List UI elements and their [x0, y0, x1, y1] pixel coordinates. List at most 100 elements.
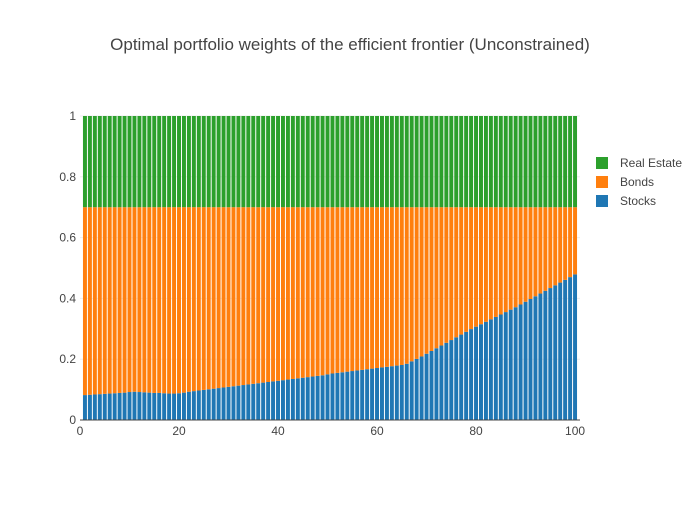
bar-stocks[interactable] — [523, 301, 528, 420]
bar-stocks[interactable] — [345, 371, 350, 420]
bar-bonds[interactable] — [573, 207, 578, 275]
bar-bonds[interactable] — [196, 207, 201, 391]
bar-bonds[interactable] — [375, 207, 380, 369]
bar-bonds[interactable] — [365, 207, 370, 370]
bar-real-estate[interactable] — [261, 116, 266, 208]
bar-stocks[interactable] — [256, 383, 261, 420]
bar-bonds[interactable] — [543, 207, 548, 291]
bar-real-estate[interactable] — [360, 116, 365, 208]
bar-real-estate[interactable] — [82, 116, 87, 208]
bar-real-estate[interactable] — [498, 116, 503, 208]
bar-bonds[interactable] — [315, 207, 320, 376]
bar-stocks[interactable] — [201, 389, 206, 420]
legend[interactable]: Real Estate Bonds Stocks — [596, 156, 682, 208]
bar-real-estate[interactable] — [305, 116, 310, 208]
bar-real-estate[interactable] — [290, 116, 295, 208]
bar-real-estate[interactable] — [483, 116, 488, 208]
bar-stocks[interactable] — [241, 385, 246, 420]
bar-bonds[interactable] — [280, 207, 285, 381]
bar-real-estate[interactable] — [221, 116, 226, 208]
bar-bonds[interactable] — [503, 207, 508, 313]
bar-real-estate[interactable] — [236, 116, 241, 208]
bar-stocks[interactable] — [404, 363, 409, 420]
bar-stocks[interactable] — [449, 340, 454, 420]
bar-bonds[interactable] — [216, 207, 221, 389]
legend-swatch-stocks[interactable] — [596, 195, 608, 207]
bar-real-estate[interactable] — [449, 116, 454, 208]
legend-label-real-estate[interactable]: Real Estate — [620, 156, 682, 170]
bar-real-estate[interactable] — [375, 116, 380, 208]
bar-real-estate[interactable] — [365, 116, 370, 208]
bar-bonds[interactable] — [538, 207, 543, 294]
bar-stocks[interactable] — [350, 371, 355, 420]
bar-stocks[interactable] — [414, 358, 419, 420]
bar-real-estate[interactable] — [394, 116, 399, 208]
bar-bonds[interactable] — [181, 207, 186, 393]
bar-stocks[interactable] — [538, 293, 543, 420]
bar-stocks[interactable] — [236, 385, 241, 420]
bar-stocks[interactable] — [474, 326, 479, 420]
bar-real-estate[interactable] — [345, 116, 350, 208]
bar-stocks[interactable] — [479, 324, 483, 420]
bar-real-estate[interactable] — [295, 116, 300, 208]
bar-bonds[interactable] — [320, 207, 325, 376]
bar-real-estate[interactable] — [454, 116, 459, 208]
bar-bonds[interactable] — [563, 207, 568, 280]
bar-bonds[interactable] — [394, 207, 399, 366]
bar-stocks[interactable] — [508, 309, 513, 420]
bar-bonds[interactable] — [82, 207, 87, 396]
bar-bonds[interactable] — [345, 207, 350, 372]
bars[interactable] — [82, 116, 578, 420]
bar-real-estate[interactable] — [335, 116, 340, 208]
bar-bonds[interactable] — [548, 207, 553, 289]
bar-bonds[interactable] — [290, 207, 295, 379]
bar-stocks[interactable] — [246, 384, 251, 420]
bar-bonds[interactable] — [231, 207, 236, 387]
bar-bonds[interactable] — [409, 207, 414, 362]
bar-bonds[interactable] — [533, 207, 538, 297]
bar-bonds[interactable] — [177, 207, 181, 394]
bar-stocks[interactable] — [305, 377, 310, 420]
bar-stocks[interactable] — [271, 381, 276, 420]
bar-bonds[interactable] — [508, 207, 513, 310]
bar-bonds[interactable] — [295, 207, 300, 379]
bar-real-estate[interactable] — [231, 116, 236, 208]
bar-stocks[interactable] — [97, 394, 102, 420]
bar-bonds[interactable] — [261, 207, 266, 383]
bar-real-estate[interactable] — [320, 116, 325, 208]
bar-stocks[interactable] — [419, 356, 424, 420]
bar-stocks[interactable] — [394, 365, 399, 420]
bar-bonds[interactable] — [201, 207, 206, 390]
bar-stocks[interactable] — [226, 386, 231, 420]
bar-real-estate[interactable] — [256, 116, 261, 208]
bar-stocks[interactable] — [181, 392, 186, 420]
bar-real-estate[interactable] — [523, 116, 528, 208]
bar-bonds[interactable] — [414, 207, 419, 359]
bar-bonds[interactable] — [360, 207, 365, 370]
bar-stocks[interactable] — [389, 366, 394, 420]
bar-bonds[interactable] — [305, 207, 310, 378]
bar-real-estate[interactable] — [97, 116, 102, 208]
bar-real-estate[interactable] — [384, 116, 389, 208]
bar-bonds[interactable] — [518, 207, 523, 305]
bar-bonds[interactable] — [142, 207, 147, 393]
bar-real-estate[interactable] — [399, 116, 404, 208]
bar-stocks[interactable] — [92, 394, 97, 420]
bar-stocks[interactable] — [568, 277, 573, 420]
bar-stocks[interactable] — [365, 369, 370, 420]
bar-real-estate[interactable] — [325, 116, 330, 208]
bar-real-estate[interactable] — [355, 116, 360, 208]
bar-stocks[interactable] — [132, 391, 137, 420]
bar-real-estate[interactable] — [538, 116, 543, 208]
bar-stocks[interactable] — [315, 375, 320, 420]
bar-real-estate[interactable] — [132, 116, 137, 208]
bar-real-estate[interactable] — [162, 116, 167, 208]
bar-bonds[interactable] — [162, 207, 167, 394]
bar-stocks[interactable] — [543, 290, 548, 420]
bar-real-estate[interactable] — [147, 116, 152, 208]
bar-bonds[interactable] — [167, 207, 172, 394]
bar-bonds[interactable] — [92, 207, 97, 395]
bar-stocks[interactable] — [409, 361, 414, 420]
bar-real-estate[interactable] — [503, 116, 508, 208]
bar-real-estate[interactable] — [102, 116, 107, 208]
